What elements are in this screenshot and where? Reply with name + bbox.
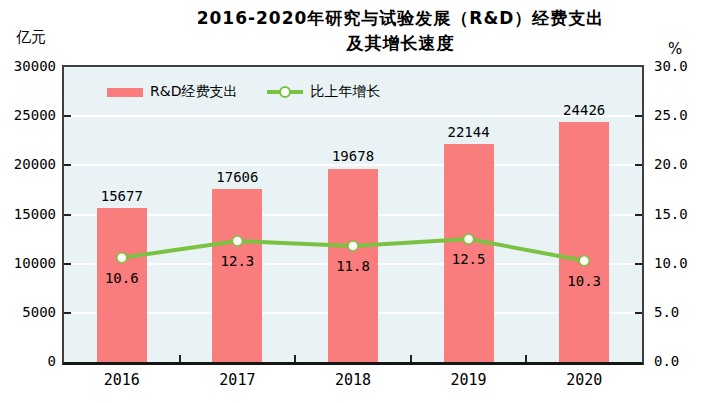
legend-line-swatch: [267, 90, 303, 94]
line-marker-icon: [579, 256, 589, 266]
legend-bar-label: R&D经费支出: [150, 83, 237, 101]
line-marker-icon: [232, 236, 242, 246]
chart-title: 2016-2020年研究与试验发展（R&D）经费支出 及其增长速度: [96, 6, 705, 56]
growth-value-label: 10.3: [539, 273, 629, 289]
left-axis-tick-label: 30000: [0, 58, 56, 74]
left-axis-tick-label: 25000: [0, 107, 56, 123]
bar-value-label: 24426: [539, 102, 629, 118]
x-axis-category-label: 2017: [192, 371, 282, 389]
growth-value-label: 12.3: [192, 253, 282, 269]
legend-line-marker-icon: [279, 86, 291, 98]
right-axis-tick-label: 30.0: [654, 58, 704, 74]
legend-line-label: 比上年增长: [310, 83, 380, 101]
chart-title-line2: 及其增长速度: [96, 31, 705, 56]
left-axis-tick-label: 0: [0, 353, 56, 369]
right-axis-tick-label: 25.0: [654, 107, 704, 123]
plot-area: 15677 17606 19678 22144 24426 10.6 12.3 11.8 12.…: [62, 65, 644, 365]
right-axis-tick-label: 15.0: [654, 206, 704, 222]
left-axis-tick-label: 15000: [0, 206, 56, 222]
left-axis-tick-label: 20000: [0, 156, 56, 172]
legend-bar-swatch: [107, 88, 143, 97]
bar-value-label: 17606: [192, 169, 282, 185]
growth-value-label: 11.8: [308, 258, 398, 274]
bar-value-label: 22144: [424, 124, 514, 140]
rd-expenditure-growth-chart: 2016-2020年研究与试验发展（R&D）经费支出 及其增长速度 亿元 % 1…: [0, 0, 705, 403]
x-axis-category-label: 2018: [308, 371, 398, 389]
x-axis-category-label: 2016: [77, 371, 167, 389]
line-marker-icon: [348, 241, 358, 251]
legend: R&D经费支出 比上年增长: [107, 83, 380, 101]
bar-value-label: 15677: [77, 188, 167, 204]
growth-value-label: 10.6: [77, 270, 167, 286]
right-axis-unit-label: %: [668, 40, 682, 58]
left-axis-tick-label: 10000: [0, 255, 56, 271]
x-axis-category-label: 2019: [424, 371, 514, 389]
growth-value-label: 12.5: [424, 251, 514, 267]
right-axis-tick-label: 5.0: [654, 304, 704, 320]
line-marker-icon: [117, 253, 127, 263]
right-axis-tick-label: 20.0: [654, 156, 704, 172]
left-axis-unit-label: 亿元: [16, 28, 46, 47]
line-marker-icon: [464, 234, 474, 244]
x-axis-category-label: 2020: [539, 371, 629, 389]
bar-value-label: 19678: [308, 148, 398, 164]
right-axis-tick-label: 10.0: [654, 255, 704, 271]
left-axis-tick-label: 5000: [0, 304, 56, 320]
chart-title-line1: 2016-2020年研究与试验发展（R&D）经费支出: [96, 6, 705, 31]
right-axis-tick-label: 0.0: [654, 353, 704, 369]
